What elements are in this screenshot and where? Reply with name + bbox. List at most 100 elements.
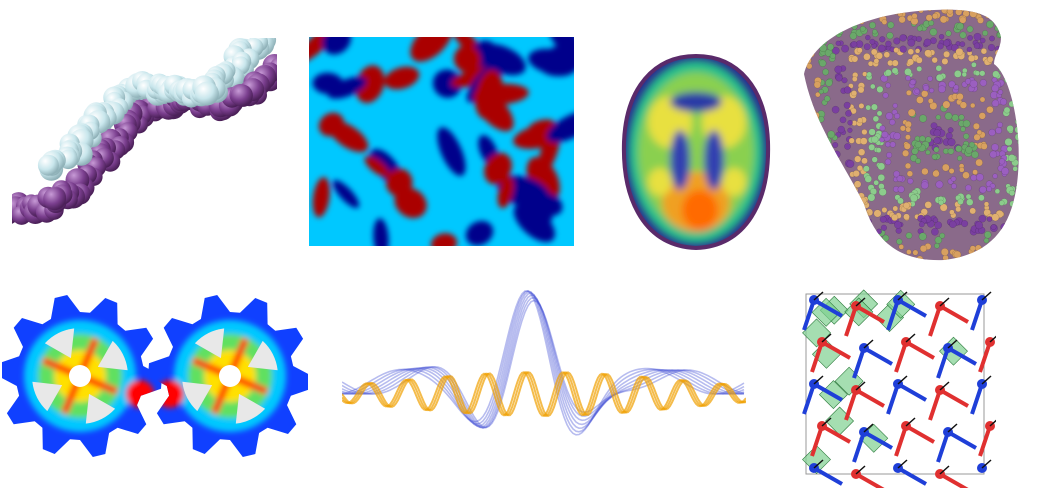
particle xyxy=(978,194,985,202)
particle xyxy=(950,175,957,182)
particle xyxy=(975,158,983,167)
gear xyxy=(2,295,162,457)
particle xyxy=(907,108,916,117)
particle xyxy=(942,254,949,261)
bond xyxy=(970,299,984,331)
particle xyxy=(995,127,1003,134)
particle xyxy=(829,15,837,22)
bond xyxy=(939,388,969,408)
particle xyxy=(810,175,818,184)
particle xyxy=(942,263,947,266)
particle xyxy=(973,42,981,49)
particle xyxy=(862,211,869,217)
particle xyxy=(872,241,879,248)
particle xyxy=(826,152,832,159)
particle xyxy=(859,259,867,261)
particle xyxy=(988,128,996,137)
particle xyxy=(1011,43,1017,50)
particle xyxy=(912,249,919,256)
particle xyxy=(837,125,845,134)
particle xyxy=(828,244,837,253)
blob xyxy=(543,44,574,74)
particle xyxy=(980,142,988,150)
particle xyxy=(897,197,904,205)
particle xyxy=(966,25,974,33)
particle xyxy=(919,135,926,143)
particle xyxy=(1015,58,1019,67)
particle xyxy=(794,197,800,203)
particle xyxy=(816,132,825,140)
particle xyxy=(813,81,822,89)
particle xyxy=(794,115,800,121)
particle xyxy=(938,34,945,40)
particle xyxy=(947,147,955,155)
particle xyxy=(931,56,938,64)
particle xyxy=(1019,155,1025,161)
particle xyxy=(1019,127,1024,132)
particle xyxy=(830,256,839,261)
particle xyxy=(980,48,988,55)
particle xyxy=(884,69,892,77)
particle xyxy=(836,214,844,222)
bond xyxy=(844,305,858,337)
particle xyxy=(810,211,817,218)
blob xyxy=(364,155,390,178)
particle xyxy=(979,96,986,103)
particle xyxy=(872,29,878,35)
particle xyxy=(871,103,878,111)
particle xyxy=(903,213,910,221)
bond xyxy=(939,304,969,324)
particle xyxy=(848,212,854,218)
particle xyxy=(860,256,867,261)
particle xyxy=(938,85,946,93)
blob xyxy=(535,193,563,216)
particle xyxy=(811,204,820,213)
particle xyxy=(970,174,977,182)
particle xyxy=(911,147,919,155)
particle xyxy=(979,37,986,44)
particle xyxy=(810,4,816,7)
particle xyxy=(883,51,891,58)
particle xyxy=(926,9,933,12)
particle xyxy=(795,18,802,25)
particle xyxy=(966,46,973,53)
particle xyxy=(991,84,999,93)
dna-helix-graphic xyxy=(12,38,277,225)
particle xyxy=(923,84,930,92)
blob xyxy=(410,37,453,62)
particle xyxy=(857,117,863,124)
blob xyxy=(430,233,458,246)
particle xyxy=(931,227,939,236)
particle xyxy=(997,121,1003,128)
particle xyxy=(996,254,1003,261)
bond xyxy=(970,383,984,415)
particle xyxy=(868,21,876,29)
particle xyxy=(907,38,916,47)
particle xyxy=(947,138,956,147)
particle xyxy=(977,16,984,24)
particle xyxy=(918,221,925,228)
particle xyxy=(1020,169,1026,175)
particle xyxy=(967,258,974,261)
particle xyxy=(794,10,801,17)
bond xyxy=(894,425,908,457)
bond xyxy=(897,466,927,486)
spin-arrow xyxy=(981,375,992,385)
spin-arrow xyxy=(905,333,916,343)
particle xyxy=(867,9,875,15)
particle xyxy=(939,203,948,212)
particle xyxy=(969,207,976,215)
particle xyxy=(953,84,959,91)
particle xyxy=(915,158,922,164)
particle xyxy=(971,150,979,159)
blue-wave xyxy=(342,294,745,429)
particle xyxy=(870,48,878,56)
particle xyxy=(966,198,974,206)
particle xyxy=(918,232,927,241)
bond xyxy=(813,466,843,486)
particle xyxy=(831,205,838,211)
particle xyxy=(833,13,841,22)
particle xyxy=(916,66,923,72)
particle xyxy=(956,22,964,31)
particle xyxy=(860,137,868,145)
